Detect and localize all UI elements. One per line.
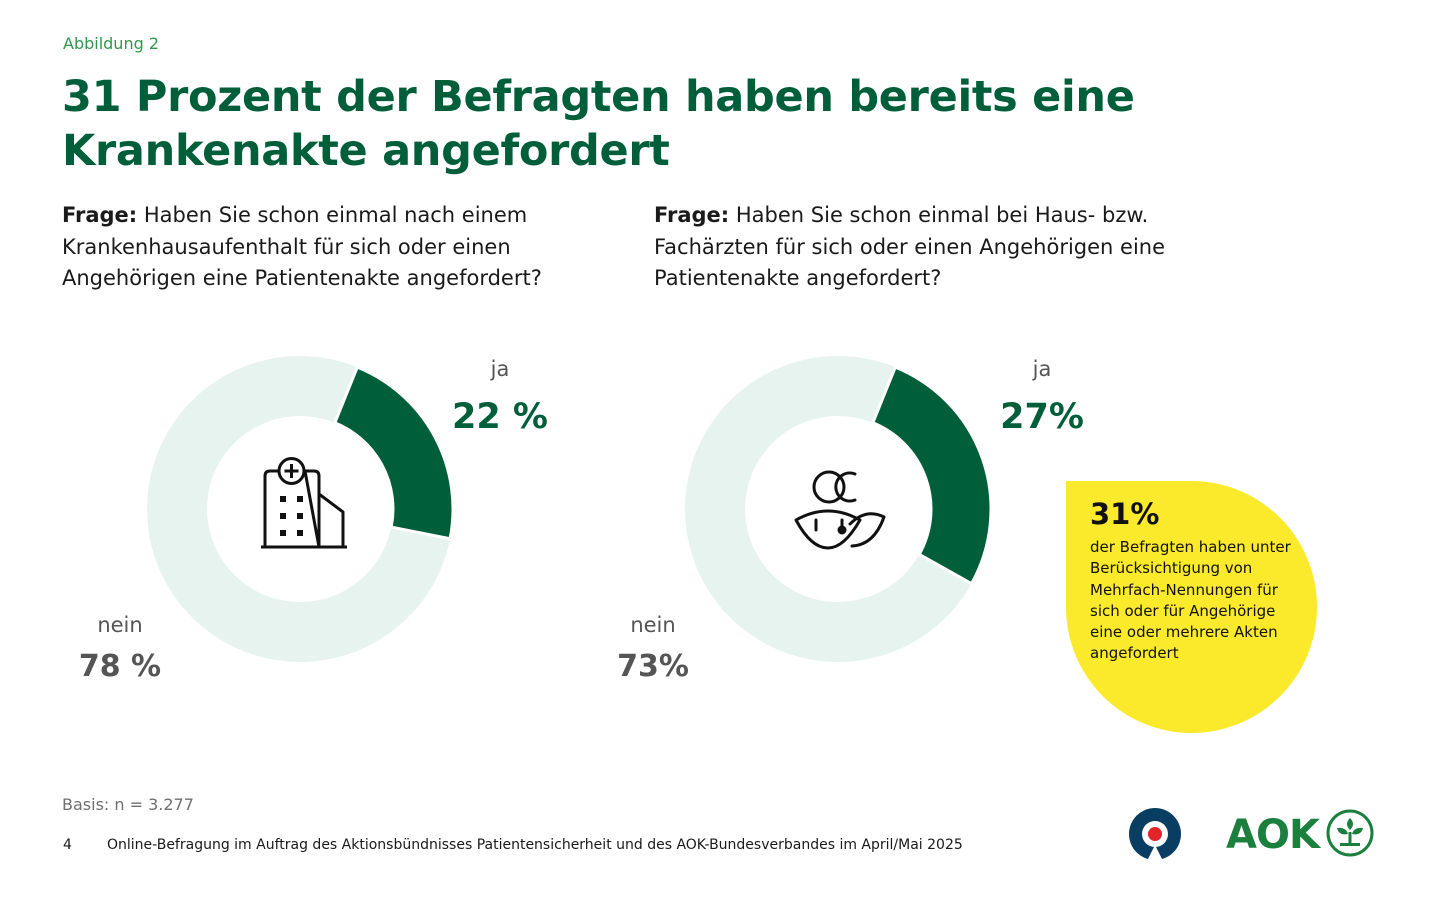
page-title: 31 Prozent der Befragten haben bereits e… (62, 72, 1135, 176)
summary-callout: 31% der Befragten haben unter Berücksich… (1066, 481, 1317, 733)
value-label-nein: 78 % (79, 649, 161, 684)
doctor-patient-icon (794, 470, 886, 550)
aps-logo (1129, 808, 1181, 861)
value-label-nein: 73% (617, 649, 689, 684)
callout-value: 31% (1090, 497, 1160, 531)
slice-nein (685, 355, 972, 662)
figure-label: Abbildung 2 (63, 34, 160, 53)
donut-chart-hospital: ja 22 % nein 78 % (79, 355, 548, 684)
page-number: 4 (63, 837, 72, 853)
question-hospital: Frage: Haben Sie schon einmal nach einem… (62, 200, 622, 295)
callout-text: der Befragten haben unter Berücksichtigu… (1090, 538, 1291, 663)
source-footnote: Online-Befragung im Auftrag des Aktionsb… (107, 837, 963, 853)
aok-tree-icon (1326, 809, 1374, 857)
slice-ja (332, 365, 455, 541)
question-text: Haben Sie schon einmal nach einem Kranke… (62, 203, 542, 290)
question-doctor: Frage: Haben Sie schon einmal bei Haus- … (654, 200, 1254, 295)
value-label-ja: 27% (1000, 397, 1084, 437)
hospital-icon (261, 457, 347, 549)
donut-chart-doctor: ja 27% nein 73% (617, 355, 1084, 684)
question-prefix: Frage: (62, 203, 138, 227)
category-label-nein: nein (630, 613, 675, 637)
category-label-ja: ja (1032, 357, 1052, 381)
aok-logo-text: AOK (1226, 812, 1322, 858)
basis-note: Basis: n = 3.277 (62, 795, 194, 814)
category-label-ja: ja (490, 357, 510, 381)
slice-nein (147, 355, 451, 662)
question-prefix: Frage: (654, 203, 730, 227)
slice-ja (870, 365, 993, 586)
aok-logo: AOK (1226, 809, 1374, 858)
value-label-ja: 22 % (452, 397, 548, 437)
category-label-nein: nein (97, 613, 142, 637)
question-text: Haben Sie schon einmal bei Haus- bzw. Fa… (654, 203, 1166, 290)
